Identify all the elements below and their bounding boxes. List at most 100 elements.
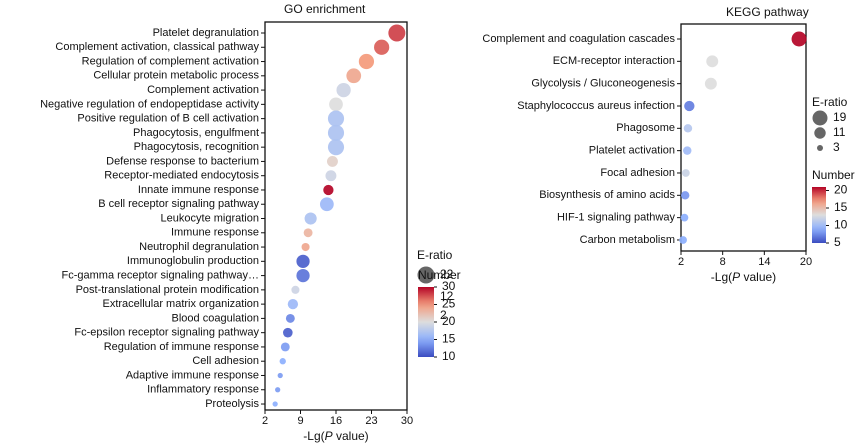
term-label: Platelet activation (589, 145, 675, 157)
x-tick-label: 14 (758, 256, 770, 268)
term-label: Cellular protein metabolic process (93, 70, 259, 82)
term-label: Negative regulation of endopeptidase act… (40, 98, 259, 110)
color-legend-label: 15 (834, 200, 848, 214)
data-point (280, 342, 290, 352)
x-axis-label-prefix: -Lg( (303, 429, 324, 443)
data-point (326, 155, 338, 167)
plot-frame (680, 23, 807, 252)
data-point (327, 139, 345, 156)
x-tick-label: 30 (401, 415, 413, 427)
term-label: Positive regulation of B cell activation (77, 113, 259, 125)
data-point (358, 53, 375, 70)
term-label: Complement activation, classical pathway (55, 41, 259, 53)
data-point (327, 124, 345, 141)
color-legend-label: 10 (442, 349, 456, 363)
term-label: Leukocyte migration (161, 212, 259, 224)
term-label: Neutrophil degranulation (139, 241, 259, 253)
size-legend-dot (417, 266, 435, 284)
term-label: Immune response (171, 227, 259, 239)
data-point (304, 212, 317, 225)
data-point (680, 191, 690, 200)
data-point (323, 184, 334, 196)
term-label: Platelet degranulation (153, 27, 259, 39)
x-axis-label: -Lg(P value) (303, 429, 368, 443)
data-point (683, 124, 693, 133)
data-point (388, 24, 406, 42)
term-label: Blood coagulation (172, 312, 259, 324)
x-tick-label: 8 (720, 256, 726, 268)
data-point (346, 68, 362, 84)
color-legend-label: 5 (834, 235, 841, 249)
term-label: Phagocytosis, engulfment (133, 127, 259, 139)
x-axis-label-prefix: -Lg( (711, 270, 732, 284)
term-label: Regulation of immune response (104, 341, 259, 353)
term-label: Complement activation (147, 84, 259, 96)
size-legend-label: 19 (833, 110, 847, 124)
data-point (374, 39, 390, 55)
data-point (679, 236, 687, 244)
x-tick-label: 20 (800, 256, 812, 268)
data-point (296, 268, 310, 283)
data-point (287, 298, 299, 310)
color-legend-title: Number (812, 168, 855, 182)
x-axis-label-suffix: value) (333, 429, 369, 443)
chart-title: GO enrichment (284, 2, 366, 16)
data-point (336, 82, 351, 98)
term-label: Immunoglobulin production (127, 255, 259, 267)
term-label: Biosynthesis of amino acids (539, 189, 675, 201)
size-legend-title: E-ratio (417, 248, 453, 262)
data-point (327, 110, 345, 127)
size-legend-label: 12 (440, 289, 454, 303)
term-label: Regulation of complement activation (82, 55, 259, 67)
term-label: Phagosome (616, 122, 675, 134)
term-label: Staphylococcus aureus infection (517, 100, 675, 112)
x-axis-label-italic: P (732, 270, 740, 284)
data-point (319, 197, 334, 212)
color-legend-bar (418, 287, 434, 357)
chart-title: KEGG pathway (726, 5, 809, 19)
data-point (296, 254, 310, 268)
size-legend-label: 3 (833, 140, 840, 154)
term-label: HIF-1 signaling pathway (557, 212, 676, 224)
data-point (680, 213, 689, 222)
size-legend-label: 2 (440, 308, 447, 322)
data-point (681, 169, 690, 177)
x-tick-label: 9 (297, 415, 303, 427)
data-point (279, 358, 286, 365)
data-point (704, 77, 717, 90)
color-legend-label: 10 (834, 218, 848, 232)
size-legend-label: 22 (440, 267, 454, 281)
x-tick-label: 23 (365, 415, 377, 427)
chart-go-enrichment: GO enrichment 2 9 16 23 30 -Lg(P value) Platele… (40, 2, 461, 443)
term-label: Receptor-mediated endocytosis (104, 170, 259, 182)
data-point (683, 146, 692, 155)
size-legend-dot (817, 145, 823, 151)
color-legend-title: Number (418, 268, 461, 282)
color-legend-bar (812, 187, 826, 243)
term-label: Defense response to bacterium (106, 155, 259, 167)
data-point (706, 55, 719, 68)
term-label: Post-translational protein modification (76, 284, 259, 296)
data-point (283, 327, 293, 338)
size-legend-label: 11 (833, 125, 846, 139)
color-legend-label: 20 (834, 183, 848, 197)
data-point (791, 31, 807, 47)
term-label: Extracellular matrix organization (102, 298, 259, 310)
data-point (275, 387, 281, 393)
x-tick-label: 2 (262, 415, 268, 427)
x-axis-label-suffix: value) (740, 270, 776, 284)
term-label: Inflammatory response (147, 384, 259, 396)
size-legend-dot (812, 110, 828, 126)
data-point (684, 100, 695, 112)
term-label: Focal adhesion (600, 167, 675, 179)
term-label: Innate immune response (138, 184, 259, 196)
data-point (277, 372, 283, 379)
plot-frame (264, 21, 408, 411)
data-point (285, 313, 295, 323)
term-label: Proteolysis (205, 398, 259, 410)
size-legend-title: E-ratio (812, 95, 848, 109)
color-legend-label: 15 (442, 332, 456, 346)
chart-kegg-pathway: KEGG pathway 2 8 14 20 -Lg(P value) Complement… (482, 5, 854, 284)
color-legend-label: 30 (442, 279, 456, 293)
